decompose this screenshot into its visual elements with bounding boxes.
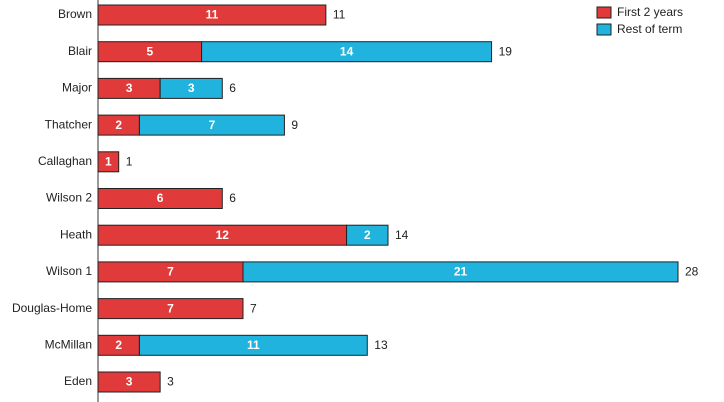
bar-wilson-2-series-1 (97, 188, 223, 209)
bar-value-label-callaghan-series-1: 1 (105, 154, 112, 168)
legend: First 2 years Rest of term (596, 5, 683, 36)
bar-heath-series-2 (346, 224, 389, 246)
category-label-eden: Eden (64, 374, 92, 388)
legend-label-1: First 2 years (617, 5, 683, 19)
category-label-callaghan: Callaghan (38, 154, 92, 168)
category-label-mcmillan: McMillan (45, 337, 92, 351)
bar-value-label-douglas-home-series-1: 7 (167, 301, 174, 315)
bar-value-label-heath-series-2: 2 (364, 228, 371, 242)
bar-value-label-heath-series-1: 12 (216, 228, 230, 242)
bar-value-label-wilson-1-series-1: 7 (167, 265, 174, 279)
total-label-thatcher: 9 (291, 118, 298, 132)
category-label-douglas-home: Douglas-Home (12, 301, 92, 315)
bar-value-label-mcmillan-series-1: 2 (115, 338, 122, 352)
bar-value-label-brown-series-1: 11 (206, 8, 219, 22)
bar-value-label-major-series-2: 3 (188, 81, 195, 95)
total-label-blair: 19 (499, 44, 513, 58)
bar-major-series-2 (159, 77, 223, 99)
bar-mcmillan-series-2 (138, 334, 368, 356)
total-label-callaghan: 1 (126, 154, 133, 168)
legend-swatch-2 (596, 23, 612, 36)
total-label-eden: 3 (167, 375, 174, 389)
bar-value-label-blair-series-2: 14 (340, 44, 354, 58)
bar-brown-series-1 (97, 4, 327, 26)
bar-callaghan-series-1 (97, 151, 120, 173)
bar-wilson-1-series-2 (242, 261, 679, 283)
bar-value-label-thatcher-series-2: 7 (209, 118, 216, 132)
category-label-thatcher: Thatcher (45, 117, 92, 131)
total-label-wilson-1: 28 (685, 265, 699, 279)
category-label-wilson-2: Wilson 2 (46, 191, 92, 205)
total-label-major: 6 (229, 81, 236, 95)
total-label-douglas-home: 7 (250, 301, 257, 315)
bar-blair-series-2 (201, 41, 493, 63)
legend-label-2: Rest of term (617, 22, 682, 36)
bar-douglas-home-series-1 (97, 298, 244, 320)
bar-value-label-eden-series-1: 3 (126, 375, 133, 389)
category-label-major: Major (62, 81, 92, 95)
bar-value-label-blair-series-1: 5 (146, 44, 153, 58)
category-label-blair: Blair (68, 44, 92, 58)
bar-value-label-mcmillan-series-2: 11 (247, 338, 260, 352)
total-label-brown: 11 (333, 8, 346, 22)
total-label-mcmillan: 13 (374, 338, 388, 352)
total-label-heath: 14 (395, 228, 409, 242)
bar-value-label-thatcher-series-1: 2 (115, 118, 122, 132)
bar-value-label-wilson-1-series-2: 21 (454, 265, 468, 279)
bar-eden-series-1 (97, 371, 161, 393)
total-label-wilson-2: 6 (229, 191, 236, 205)
category-label-heath: Heath (60, 227, 92, 241)
legend-swatch-1 (596, 6, 612, 19)
category-label-brown: Brown (58, 7, 92, 21)
bar-value-label-wilson-2-series-1: 6 (157, 191, 164, 205)
category-label-wilson-1: Wilson 1 (46, 264, 92, 278)
bar-thatcher-series-2 (138, 114, 285, 136)
bar-value-label-major-series-1: 3 (126, 81, 133, 95)
